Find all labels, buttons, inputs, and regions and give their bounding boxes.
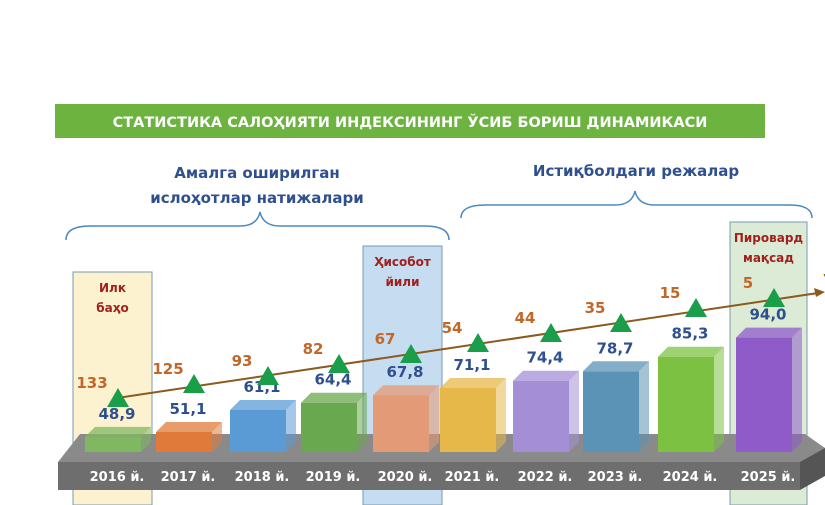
bar (156, 421, 222, 452)
x-tick-label: 2018 й. (235, 470, 290, 485)
x-tick-label: 2017 й. (161, 470, 216, 485)
chart-title: СТАТИСТИКА САЛОҲИЯТИ ИНДЕКСИНИНГ ЎСИБ БО… (113, 114, 708, 131)
x-tick-label: 2022 й. (518, 470, 573, 485)
highlight-label: йили (385, 275, 419, 289)
value-label: 78,7 (596, 339, 633, 357)
value-label: 71,1 (453, 356, 490, 374)
rank-marker (467, 333, 489, 352)
bar (301, 392, 367, 452)
value-label: 94,0 (749, 306, 786, 324)
x-tick-label: 2019 й. (306, 470, 361, 485)
group-label: ислоҳотлар натижалари (150, 189, 364, 207)
rank-label: 35 (585, 299, 606, 317)
rank-label: 133 (76, 374, 107, 392)
value-label: 67,8 (386, 363, 423, 381)
platform-front (58, 462, 800, 490)
x-tick-label: 2021 й. (445, 470, 500, 485)
bar (230, 399, 296, 452)
rank-label: 93 (232, 352, 253, 370)
bar (85, 426, 151, 452)
highlight-label: Пировард (734, 231, 804, 245)
value-label: 74,4 (526, 349, 563, 367)
x-tick-label: 2023 й. (588, 470, 643, 485)
highlight-label: мақсад (743, 251, 794, 265)
rank-label: 15 (660, 284, 681, 302)
rank-label: 5 (743, 274, 753, 292)
rank-marker (107, 388, 129, 407)
x-tick-label: 2020 й. (378, 470, 433, 485)
x-tick-label: 2024 й. (663, 470, 718, 485)
rank-label: 125 (152, 360, 183, 378)
bar (373, 385, 439, 452)
group-label: Истиқболдаги режалар (533, 162, 739, 180)
rank-label: 44 (515, 309, 536, 327)
bar (583, 361, 649, 452)
rank-marker (183, 374, 205, 393)
rank-marker (540, 323, 562, 342)
x-tick-label: 2025 й. (741, 470, 796, 485)
rank-label: 67 (375, 330, 396, 348)
rank-marker (257, 366, 279, 385)
rank-label: 82 (303, 340, 324, 358)
bar (658, 346, 724, 452)
rank-label: 54 (442, 319, 463, 337)
arrow-label: Ў (823, 270, 825, 289)
value-label: 51,1 (169, 400, 206, 418)
bar (513, 370, 579, 452)
x-tick-label: 2016 й. (90, 470, 145, 485)
group-brace (65, 211, 450, 241)
arrow-head (814, 288, 825, 297)
rank-marker (763, 288, 785, 307)
rank-marker (685, 298, 707, 317)
value-label: 85,3 (671, 325, 708, 343)
rank-marker (610, 313, 632, 332)
highlight-label: баҳо (96, 301, 128, 315)
group-brace (460, 190, 813, 219)
title-banner (55, 104, 765, 138)
value-label: 64,4 (314, 371, 351, 389)
highlight-label: Ҳисобот (374, 255, 431, 269)
platform-side (800, 448, 825, 490)
rank-marker (328, 354, 350, 373)
highlight-label: Илк (99, 281, 126, 295)
value-label: 48,9 (98, 405, 135, 423)
rank-marker (400, 344, 422, 363)
bar (736, 327, 802, 452)
group-label: Амалга оширилган (174, 164, 339, 182)
bar (440, 377, 506, 452)
